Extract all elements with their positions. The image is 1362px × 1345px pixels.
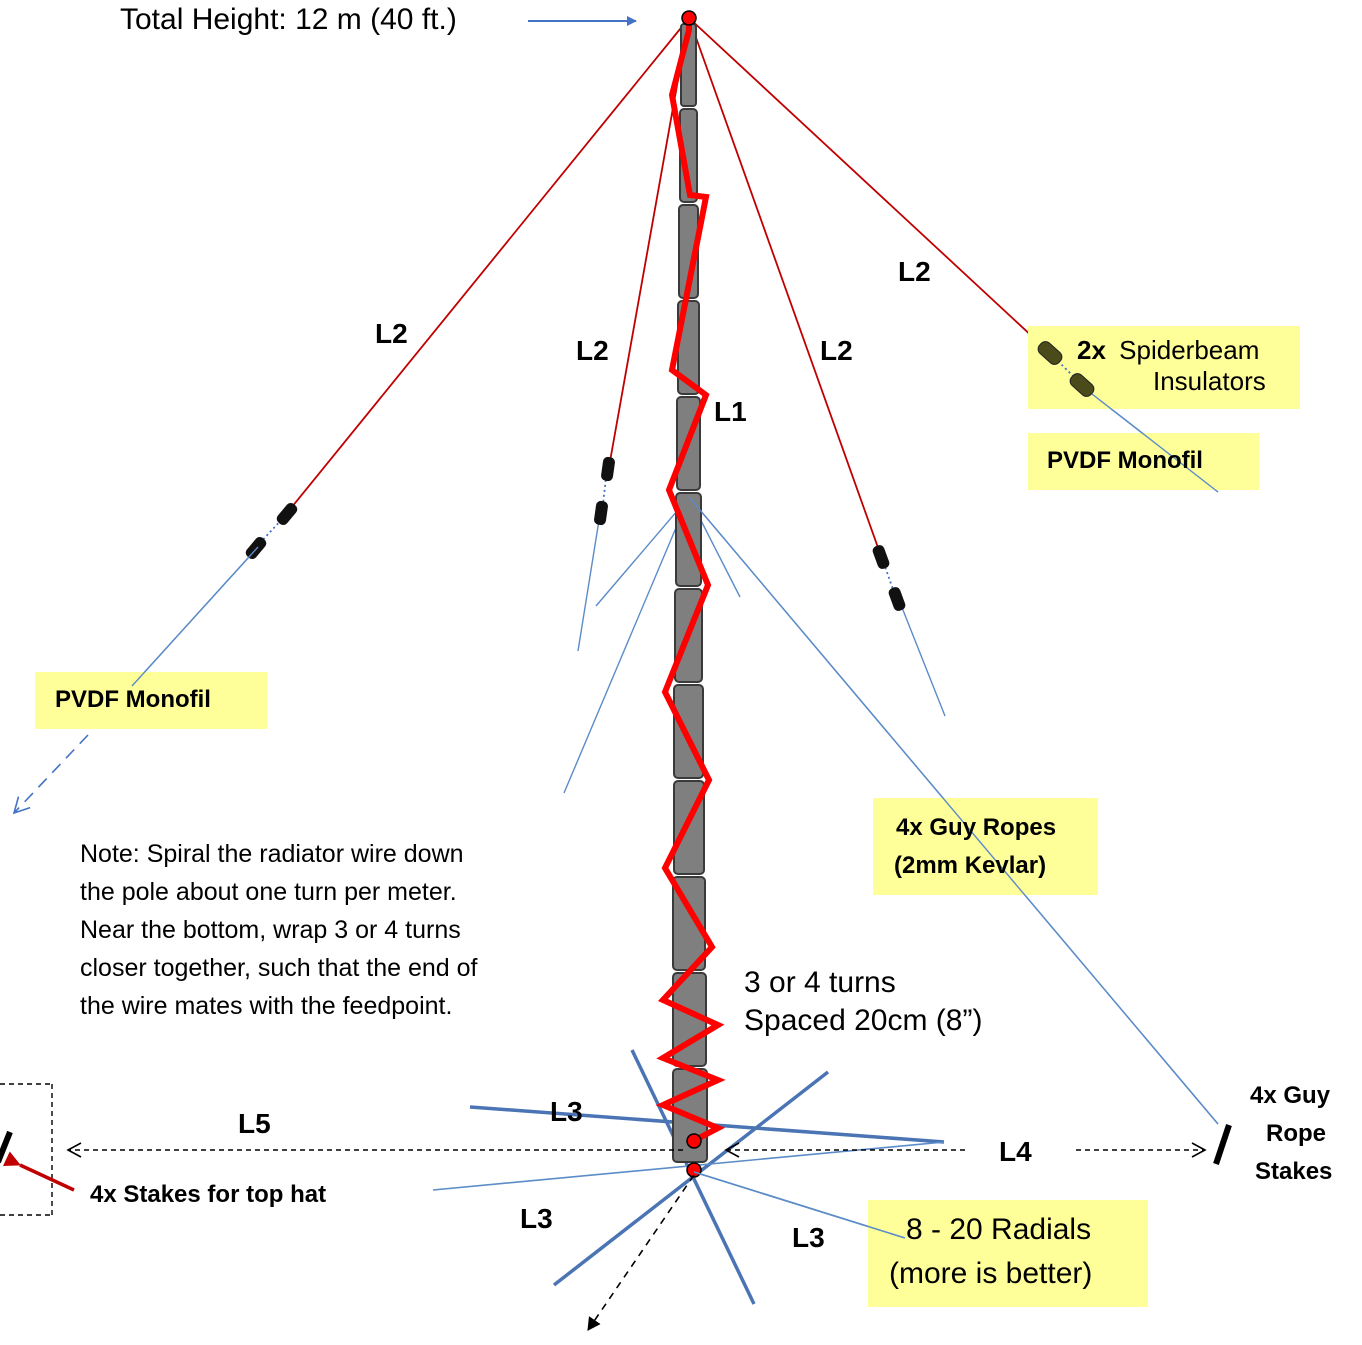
top-hat-wires <box>286 17 1050 557</box>
guy-rope <box>595 496 690 607</box>
pvdf-monofil <box>898 599 946 717</box>
l3-label-left: L3 <box>520 1203 553 1234</box>
pvdf-monofil <box>131 546 259 687</box>
insulator <box>594 500 608 526</box>
top-hat-wire <box>286 17 690 514</box>
top-hat-wire <box>688 17 882 557</box>
pvdf-monofil-label-right: PVDF Monofil <box>1047 447 1203 474</box>
guy-rope-stake-icon <box>1213 1124 1232 1165</box>
spiral-note: Note: Spiral the radiator wire down the … <box>80 835 478 1025</box>
feedpoint <box>686 1162 702 1178</box>
l5-label: L5 <box>238 1108 271 1139</box>
turns-label-line2: Spaced 20cm (8”) <box>744 1004 983 1037</box>
insulator-brand: Spiderbeam <box>1119 335 1260 365</box>
insulator <box>601 456 615 482</box>
tophat-stake-icon <box>0 1130 13 1164</box>
note-line: the wire mates with the feedpoint. <box>80 992 453 1020</box>
pole-top-point <box>681 10 697 26</box>
wire-end-point <box>686 1133 702 1149</box>
turns-label-line1: 3 or 4 turns <box>744 966 896 999</box>
spiderbeam-label-line2: Insulators <box>1153 366 1266 396</box>
spiderbeam-label-line1: 2x Spiderbeam <box>1077 335 1259 366</box>
guy-stakes-label-line1: 4x Guy <box>1250 1082 1331 1109</box>
insulator <box>872 545 890 569</box>
tophat-stake-arrow <box>3 1151 75 1192</box>
guy-ropes-box <box>873 798 1098 895</box>
guy-ropes-label-line1: 4x Guy Ropes <box>896 814 1057 841</box>
insulator <box>276 502 298 526</box>
radial-direction-arrow <box>587 1174 695 1331</box>
note-line: Note: Spiral the radiator wire down <box>80 840 464 868</box>
note-line: the pole about one turn per meter. <box>80 878 457 906</box>
guy-stakes-label-line2: Rope <box>1266 1120 1326 1147</box>
radials-label-line2: (more is better) <box>889 1257 1093 1290</box>
note-line: closer together, such that the end of <box>80 954 478 982</box>
l2-label-inner-right: L2 <box>820 335 853 366</box>
pvdf-direction-arrow <box>12 734 89 815</box>
l3-label-right: L3 <box>792 1222 825 1253</box>
guy-stakes-label-line3: Stakes <box>1255 1158 1333 1185</box>
radials-label-line1: 8 - 20 Radials <box>906 1213 1092 1246</box>
guy-rope <box>563 496 690 794</box>
l3-label-top: L3 <box>550 1096 583 1127</box>
pvdf-monofil <box>577 513 601 652</box>
wire-insulators <box>245 456 906 611</box>
l1-label: L1 <box>714 396 747 427</box>
top-hat-wire <box>688 17 1050 353</box>
radials-box <box>868 1200 1148 1307</box>
tophat-stakes-label: 4x Stakes for top hat <box>90 1181 327 1208</box>
insulator <box>888 587 906 611</box>
insulator-links <box>256 353 1083 599</box>
insulator-count: 2x <box>1077 335 1106 365</box>
l2-label-inner-left: L2 <box>576 335 609 366</box>
l4-label: L4 <box>999 1136 1032 1167</box>
guy-ropes-label-line2: (2mm Kevlar) <box>894 852 1047 879</box>
note-line: Near the bottom, wrap 3 or 4 turns <box>80 916 461 944</box>
total-height-label: Total Height: 12 m (40 ft.) <box>120 3 457 36</box>
pvdf-monofil-label-left: PVDF Monofil <box>55 686 211 713</box>
l2-label-right: L2 <box>898 256 931 287</box>
tophat-stake-box <box>0 1083 53 1216</box>
l2-label-left: L2 <box>375 318 408 349</box>
